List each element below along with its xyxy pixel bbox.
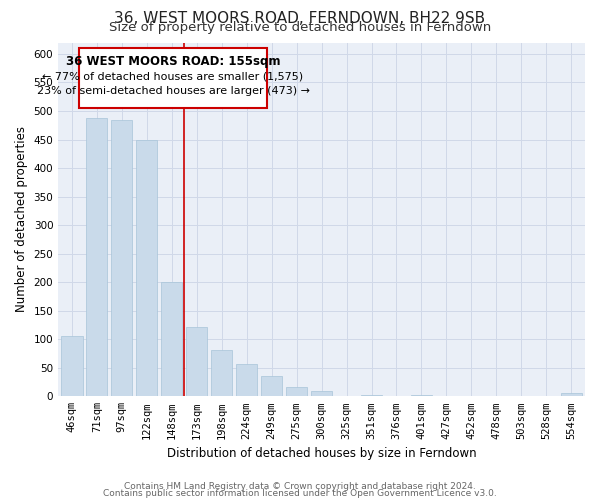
Bar xyxy=(111,120,133,396)
Bar xyxy=(136,140,157,396)
Bar xyxy=(211,350,232,397)
Bar xyxy=(361,394,382,396)
Bar xyxy=(236,364,257,396)
Text: 36, WEST MOORS ROAD, FERNDOWN, BH22 9SB: 36, WEST MOORS ROAD, FERNDOWN, BH22 9SB xyxy=(115,11,485,26)
Text: 23% of semi-detached houses are larger (473) →: 23% of semi-detached houses are larger (… xyxy=(37,86,310,96)
Bar xyxy=(560,394,582,396)
X-axis label: Distribution of detached houses by size in Ferndown: Distribution of detached houses by size … xyxy=(167,447,476,460)
Text: Size of property relative to detached houses in Ferndown: Size of property relative to detached ho… xyxy=(109,21,491,34)
Bar xyxy=(186,326,208,396)
Text: 36 WEST MOORS ROAD: 155sqm: 36 WEST MOORS ROAD: 155sqm xyxy=(66,55,280,68)
Text: Contains public sector information licensed under the Open Government Licence v3: Contains public sector information licen… xyxy=(103,488,497,498)
Bar xyxy=(261,376,282,396)
Bar xyxy=(286,386,307,396)
Text: ← 77% of detached houses are smaller (1,575): ← 77% of detached houses are smaller (1,… xyxy=(43,71,304,81)
Y-axis label: Number of detached properties: Number of detached properties xyxy=(15,126,28,312)
Text: Contains HM Land Registry data © Crown copyright and database right 2024.: Contains HM Land Registry data © Crown c… xyxy=(124,482,476,491)
Bar xyxy=(161,282,182,397)
FancyBboxPatch shape xyxy=(79,48,266,108)
Bar xyxy=(61,336,83,396)
Bar xyxy=(86,118,107,396)
Bar xyxy=(311,390,332,396)
Bar xyxy=(411,395,432,396)
